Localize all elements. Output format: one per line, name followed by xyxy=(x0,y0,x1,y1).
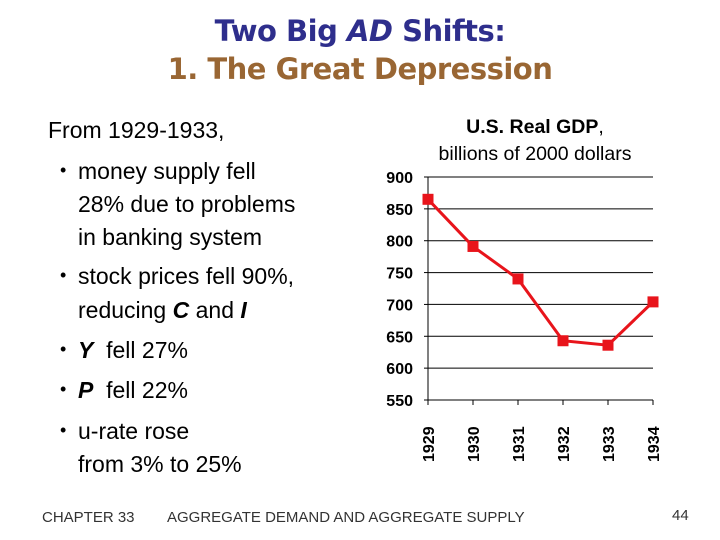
bullet-2-line-1: stock prices fell 90%, xyxy=(78,263,295,289)
title-text-end: Shifts: xyxy=(392,14,506,48)
slide-subtitle: 1. The Great Depression xyxy=(167,52,553,86)
title-italic: AD xyxy=(346,14,393,48)
data-point-1934 xyxy=(647,296,659,308)
data-point-1929 xyxy=(422,193,434,205)
data-point-1932 xyxy=(557,335,569,347)
y-tick-label: 900 xyxy=(386,170,413,187)
text: fell 22% xyxy=(93,377,188,403)
y-tick-label: 550 xyxy=(386,393,413,410)
y-tick-label: 800 xyxy=(386,234,413,251)
text: fell 27% xyxy=(93,337,188,363)
p-symbol: P xyxy=(78,377,94,403)
text: and xyxy=(189,297,241,323)
bullet-1-line-1: money supply fell xyxy=(78,158,256,184)
y-tick-label: 600 xyxy=(386,361,413,378)
x-tick-label: 1929 xyxy=(421,426,438,462)
intro-text: From 1929-1933, xyxy=(48,117,225,143)
bullet-1-line-3: in banking system xyxy=(78,224,263,250)
data-point-1933 xyxy=(602,339,614,351)
chart-title: U.S. Real GDP, billions of 2000 dollars xyxy=(395,114,675,168)
c-symbol: C xyxy=(172,297,190,323)
title-text: Two Big xyxy=(214,14,347,48)
bullet-5-line-2: from 3% to 25% xyxy=(78,451,242,477)
data-point-1931 xyxy=(512,273,524,285)
y-tick-label: 750 xyxy=(386,266,413,283)
x-tick-label: 1931 xyxy=(511,426,528,462)
bullet-icon: • xyxy=(60,265,67,285)
y-symbol: Y xyxy=(78,337,94,363)
text: reducing xyxy=(78,297,173,323)
bullet-5-line-1: u-rate rose xyxy=(78,418,190,444)
x-tick-label: 1932 xyxy=(556,426,573,462)
footer-chapter: CHAPTER 33 xyxy=(42,509,135,526)
footer-chapter-title: AGGREGATE DEMAND AND AGGREGATE SUPPLY xyxy=(167,509,525,526)
y-tick-label: 650 xyxy=(386,329,413,346)
chart-title-bold: U.S. Real GDP xyxy=(466,116,599,138)
i-symbol: I xyxy=(240,297,247,323)
x-tick-label: 1934 xyxy=(646,426,663,462)
bullet-1-line-2: 28% due to problems xyxy=(78,191,296,217)
y-tick-label: 700 xyxy=(386,297,413,314)
chart-title-comma: , xyxy=(598,116,604,138)
x-tick-label: 1933 xyxy=(601,426,618,462)
bullet-icon: • xyxy=(60,160,67,180)
chart-subtitle: billions of 2000 dollars xyxy=(438,143,632,165)
bullet-2-line-2: reducing C and I xyxy=(78,297,247,324)
bullet-icon: • xyxy=(60,379,67,399)
bullet-icon: • xyxy=(60,420,67,440)
gdp-series-line xyxy=(426,198,655,347)
y-tick-label: 850 xyxy=(386,202,413,219)
bullet-4: P fell 22% xyxy=(78,377,188,404)
x-tick-label: 1930 xyxy=(466,426,483,462)
data-point-1930 xyxy=(467,240,479,252)
bullet-3: Y fell 27% xyxy=(78,337,188,364)
bullet-icon: • xyxy=(60,339,67,359)
page-number: 44 xyxy=(672,507,689,524)
slide-title: Two Big AD Shifts: xyxy=(0,14,720,48)
